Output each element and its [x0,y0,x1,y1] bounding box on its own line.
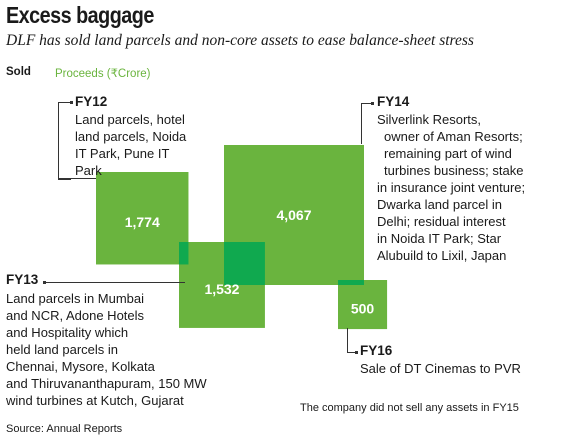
fy12-year: FY12 [75,94,108,109]
fy13-line: and Thiruvananthapuram, 150 MW [6,376,207,391]
fy16-leader-dot [355,351,358,354]
fy13-leader [45,282,185,283]
fy13-line: and NCR, Adone Hotels [6,308,145,323]
fy12-line: land parcels, Noida [75,129,187,144]
fy13-line: and Hospitality which [6,325,129,340]
square-overlap [179,242,189,265]
square-overlap [338,280,364,285]
legend-sold: Sold [6,66,31,78]
fy12-line: IT Park, Pune IT [75,146,170,161]
fy14-leader-dot [371,102,374,105]
fy13-line: held land parcels in [6,342,119,357]
fy12-line: Park [75,163,102,178]
fy14-line: in insurance joint venture; [377,180,526,195]
fy13-line: Chennai, Mysore, Kolkata [6,359,155,374]
fy14-line: turbines business; stake [384,163,524,178]
value-label-fy16: 500 [351,301,375,317]
fy14-leader [361,103,371,104]
chart-subtitle: DLF has sold land parcels and non-core a… [6,32,474,49]
fy16-year: FY16 [360,343,393,358]
fy14-leader-vert [361,103,362,144]
value-label-fy13: 1,532 [204,281,239,297]
square-overlap [224,242,265,285]
chart-source: Source: Annual Reports [6,423,123,435]
fy16-leader-tail [347,352,355,353]
value-label-fy14: 4,067 [276,207,311,223]
fy13-year: FY13 [6,272,39,287]
fy14-line: in Noida IT Park; Star [377,231,502,246]
fy12-line: Land parcels, hotel [75,112,185,127]
fy14-year: FY14 [377,94,410,109]
fy13-line: wind turbines at Kutch, Gujarat [6,393,184,408]
square-fy16 [338,280,388,330]
fy16-leader [347,328,348,352]
fy14-line: owner of Aman Resorts; [384,129,523,144]
fy12-leader-tail [58,178,96,179]
fy14-line: Dwarka land parcel in [377,197,503,212]
fy12-leader-dot [70,101,73,104]
fy13-line: Land parcels in Mumbai [6,291,145,306]
fy12-leader [58,102,71,180]
fy14-line: Silverlink Resorts, [377,112,482,127]
fy14-line: Alubuild to Lixil, Japan [377,248,507,263]
chart-title: Excess baggage [6,2,154,28]
chart-note: The company did not sell any assets in F… [300,402,519,414]
fy14-line: Delhi; residual interest [377,214,506,229]
fy16-desc: Sale of DT Cinemas to PVR [360,361,521,376]
square-fy12 [96,172,189,265]
value-label-fy12: 1,774 [125,214,160,230]
fy14-line: remaining part of wind [384,146,512,161]
legend-proceeds: Proceeds (₹Crore) [55,68,151,80]
fy13-leader-dot [43,281,46,284]
